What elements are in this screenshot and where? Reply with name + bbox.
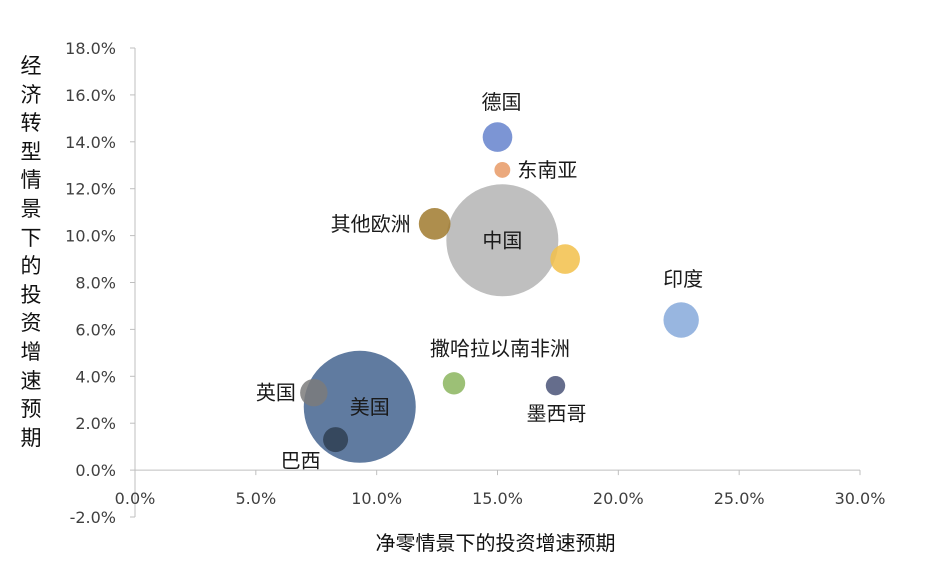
y-tick-label: 8.0% — [75, 274, 116, 293]
y-tick-label: 16.0% — [65, 86, 116, 105]
y-tick-label: 0.0% — [75, 461, 116, 480]
y-tick-label: 12.0% — [65, 180, 116, 199]
bubble-label: 东南亚 — [517, 158, 577, 182]
y-axis-title-char: 济 — [20, 82, 42, 107]
x-tick-label: 0.0% — [115, 489, 156, 508]
x-tick-label: 15.0% — [472, 489, 523, 508]
y-tick-label: 4.0% — [75, 367, 116, 386]
y-axis-title: 经济转型情景下的投资增速预期 — [14, 52, 48, 452]
bubble-label: 其他欧洲 — [331, 212, 411, 236]
bubble-label: 德国 — [482, 90, 522, 114]
bubble — [663, 302, 699, 338]
bubble-label: 巴西 — [281, 449, 321, 473]
y-tick-label: 18.0% — [65, 39, 116, 58]
bubble-label: 墨西哥 — [527, 402, 587, 426]
y-axis-title-char: 下 — [20, 225, 42, 250]
x-tick-label: 20.0% — [593, 489, 644, 508]
y-axis-title-char: 景 — [20, 196, 42, 221]
x-axis-title: 净零情景下的投资增速预期 — [375, 531, 616, 555]
bubble — [545, 375, 566, 396]
bubble — [550, 244, 580, 274]
y-axis-title-char: 情 — [20, 168, 42, 193]
bubbles — [300, 122, 699, 463]
x-tick-label: 30.0% — [835, 489, 886, 508]
y-tick-label: 10.0% — [65, 227, 116, 246]
bubble-label: 英国 — [256, 381, 296, 405]
bubble-label: 美国 — [350, 395, 390, 419]
bubble — [323, 427, 349, 453]
bubble — [418, 208, 451, 240]
y-tick-label: 2.0% — [75, 414, 116, 433]
bubble — [482, 122, 513, 152]
x-tick-label: 10.0% — [351, 489, 402, 508]
bubble-label: 印度 — [663, 267, 703, 291]
y-axis-title-char: 型 — [20, 139, 42, 164]
y-axis-title-char: 转 — [20, 111, 42, 136]
bubble — [300, 378, 328, 407]
y-tick-label: 6.0% — [75, 320, 116, 339]
y-axis-title-char: 投 — [20, 282, 42, 307]
y-axis-title-char: 期 — [20, 425, 42, 450]
y-tick-label: 14.0% — [65, 133, 116, 152]
bubble-label: 撒哈拉以南非洲 — [430, 336, 570, 360]
x-tick-label: 25.0% — [714, 489, 765, 508]
bubble-label: 中国 — [482, 228, 522, 252]
bubble — [494, 162, 511, 178]
y-tick-label: -2.0% — [70, 508, 116, 527]
axes: -2.0%0.0%2.0%4.0%6.0%8.0%10.0%12.0%14.0%… — [65, 39, 885, 527]
y-axis-title-char: 预 — [20, 397, 42, 422]
y-axis-title-char: 的 — [20, 254, 42, 279]
bubble — [442, 372, 466, 395]
bubble — [446, 184, 559, 297]
x-tick-label: 5.0% — [236, 489, 277, 508]
y-axis-title-char: 经 — [20, 54, 42, 78]
y-axis-title-char: 速 — [20, 368, 42, 393]
y-axis-title-char: 资 — [20, 311, 42, 336]
y-axis-title-char: 增 — [20, 339, 42, 364]
